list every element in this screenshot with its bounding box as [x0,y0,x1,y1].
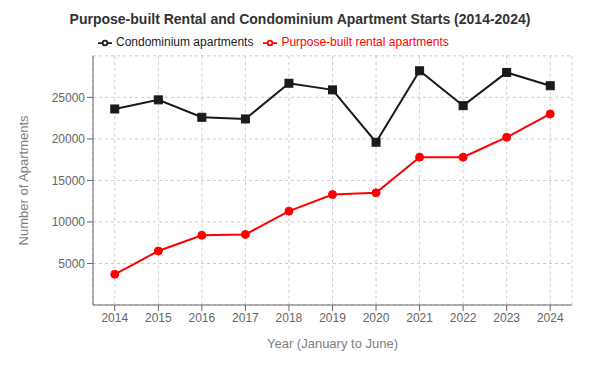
svg-text:2020: 2020 [363,311,390,325]
svg-text:2019: 2019 [319,311,346,325]
svg-text:20000: 20000 [52,132,86,146]
svg-text:2021: 2021 [406,311,433,325]
svg-text:2024: 2024 [537,311,564,325]
svg-text:2017: 2017 [232,311,259,325]
svg-text:2023: 2023 [493,311,520,325]
svg-text:2015: 2015 [145,311,172,325]
svg-text:Year (January to June): Year (January to June) [267,336,398,351]
svg-text:15000: 15000 [52,174,86,188]
html-text:Purpose-built Rental and Condo: Purpose-built Rental and Condominium Apa… [69,11,531,27]
svg-text:5000: 5000 [58,257,85,271]
html-text:Condominium apartments: Condominium apartments [116,35,254,49]
svg-text:25000: 25000 [52,91,86,105]
svg-text:10000: 10000 [52,215,86,229]
svg-text:Number of Apartments: Number of Apartments [16,115,31,246]
svg-text:2014: 2014 [101,311,128,325]
html-text:Purpose-built rental apartment: Purpose-built rental apartments [281,35,449,49]
svg-text:2018: 2018 [276,311,303,325]
svg-text:2016: 2016 [189,311,216,325]
svg-text:2022: 2022 [450,311,477,325]
